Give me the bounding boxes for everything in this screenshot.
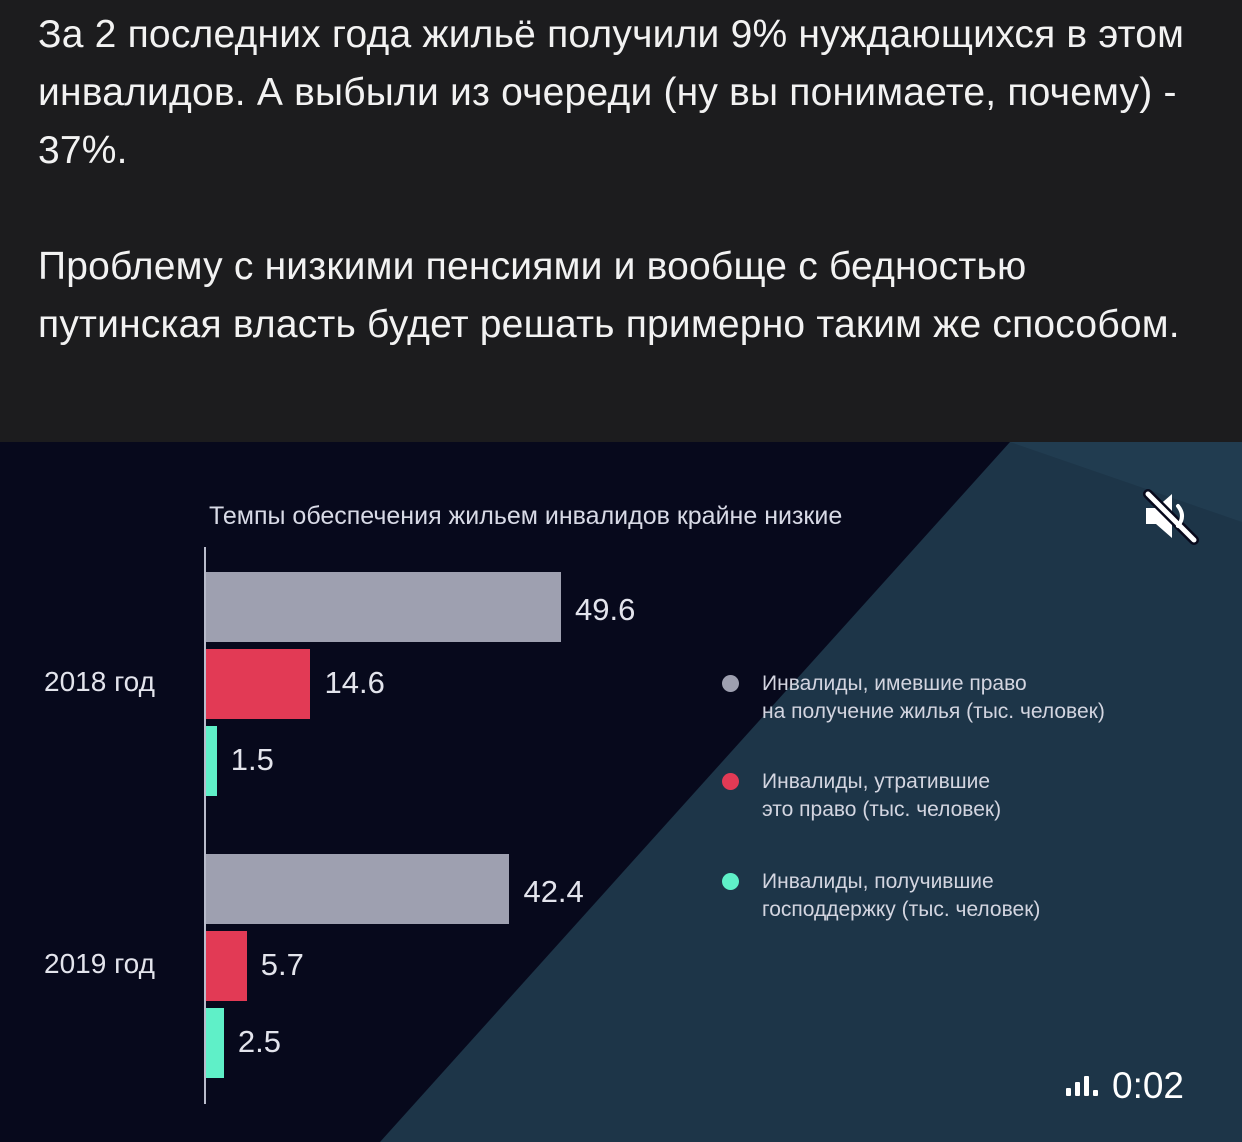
bar-value-label: 42.4 [523,874,584,909]
video-background [380,442,1242,1142]
bar-eligible [206,854,510,924]
legend-label: Инвалиды, имевшие право на получение жил… [762,672,1105,723]
legend-dot-teal [722,873,739,890]
speaker-muted-icon [1143,489,1199,545]
bar-lost-right [206,931,247,1001]
bar-lost-right [206,649,311,719]
chart-axis [204,547,206,1104]
bar-value-label: 2.5 [237,1024,281,1059]
legend-label: Инвалиды, утратившие это право (тыс. чел… [762,770,1002,821]
video-player[interactable]: Темпы обеспечения жильем инвалидов крайн… [0,442,1242,1142]
post-text: За 2 последних года жильё получили 9% ну… [38,6,1218,354]
legend-dot-red [722,773,739,790]
post-paragraph: Проблему с низкими пенсиями и вообще с б… [38,245,1180,346]
bar-value-label: 14.6 [324,665,385,700]
bar-received [206,1008,224,1078]
mute-button[interactable] [1138,486,1202,546]
bar-value-label: 5.7 [260,947,304,982]
bar-received [206,726,217,796]
post-paragraph: За 2 последних года жильё получили 9% ну… [38,13,1185,172]
video-timer: 0:02 [1066,1062,1184,1110]
bar-value-label: 49.6 [575,592,636,627]
legend-label: Инвалиды, получившие господдержку (тыс. … [762,870,1041,921]
category-label: 2018 год [44,666,155,697]
category-label: 2019 год [44,948,155,979]
timer-text: 0:02 [1112,1065,1185,1106]
legend-dot-gray [722,675,739,692]
bar-eligible [206,572,561,642]
chart-title: Темпы обеспечения жильем инвалидов крайн… [209,502,843,530]
bar-value-label: 1.5 [230,742,274,777]
audio-level-icon [1066,1076,1098,1096]
